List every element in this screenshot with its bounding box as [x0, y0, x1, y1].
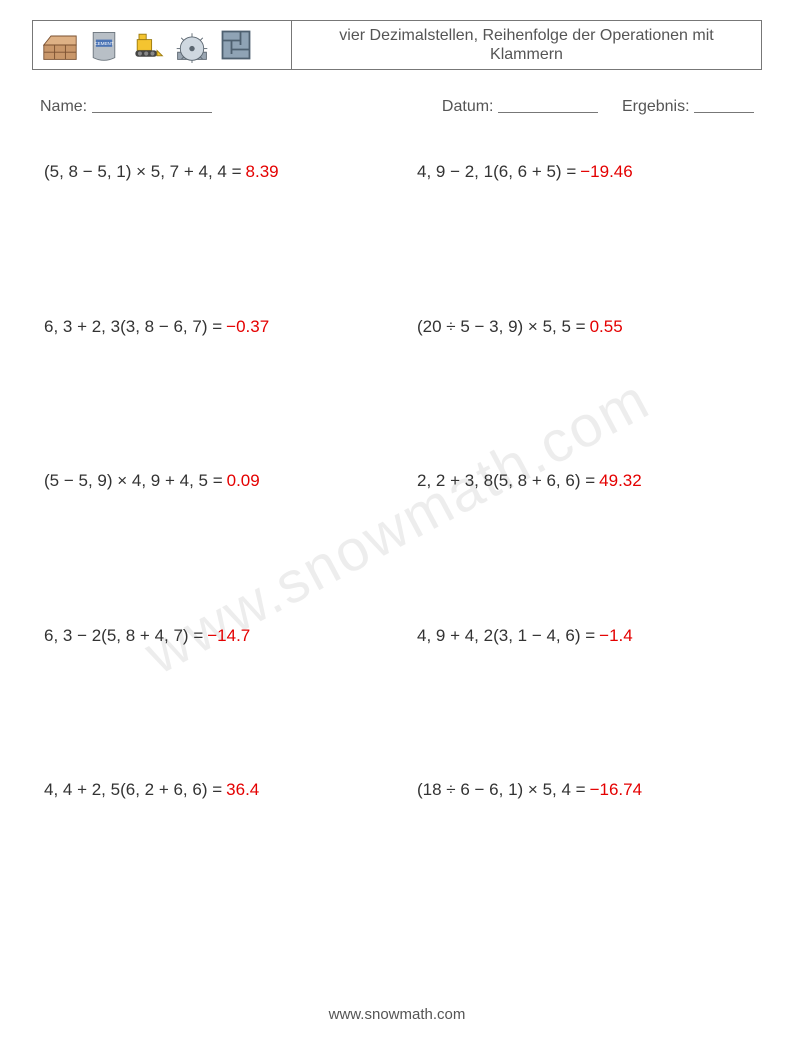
problem-answer: −0.37 [226, 317, 269, 337]
worksheet-page: www.snowmath.com CEMENT [0, 0, 794, 1053]
worksheet-title: vier Dezimalstellen, Reihenfolge der Ope… [292, 21, 761, 69]
maze-icon [217, 26, 255, 64]
problem-expression: (5 − 5, 9) × 4, 9 + 4, 5 = [44, 471, 223, 491]
bulldozer-icon [129, 26, 167, 64]
date-label-text: Datum: [442, 98, 494, 115]
sawblade-icon [173, 26, 211, 64]
problem-expression: 4, 9 + 4, 2(3, 1 − 4, 6) = [417, 626, 595, 646]
problem-answer: 49.32 [599, 471, 642, 491]
cement-bag-icon: CEMENT [85, 26, 123, 64]
problem-item: 2, 2 + 3, 8(5, 8 + 6, 6) = 49.32 [417, 469, 750, 624]
problem-item: 4, 9 + 4, 2(3, 1 − 4, 6) = −1.4 [417, 624, 750, 779]
result-label-text: Ergebnis: [622, 98, 690, 115]
header-icons: CEMENT [33, 21, 292, 69]
problem-expression: (20 ÷ 5 − 3, 9) × 5, 5 = [417, 317, 586, 337]
problem-expression: (5, 8 − 5, 1) × 5, 7 + 4, 4 = [44, 162, 242, 182]
footer-text: www.snowmath.com [329, 1006, 466, 1023]
problem-item: (5, 8 − 5, 1) × 5, 7 + 4, 4 = 8.39 [44, 160, 377, 315]
date-blank[interactable] [498, 96, 598, 113]
result-label: Ergebnis: [622, 94, 754, 116]
date-label: Datum: [442, 94, 598, 116]
name-label-text: Name: [40, 98, 87, 115]
meta-line: Name: Datum: Ergebnis: [40, 94, 754, 116]
problem-expression: 6, 3 + 2, 3(3, 8 − 6, 7) = [44, 317, 222, 337]
problem-expression: (18 ÷ 6 − 6, 1) × 5, 4 = [417, 780, 586, 800]
problem-answer: −19.46 [580, 162, 632, 182]
problem-item: 4, 9 − 2, 1(6, 6 + 5) = −19.46 [417, 160, 750, 315]
problem-item: 4, 4 + 2, 5(6, 2 + 6, 6) = 36.4 [44, 778, 377, 933]
problem-answer: 36.4 [226, 780, 259, 800]
name-blank[interactable] [92, 96, 212, 113]
problem-answer: 8.39 [246, 162, 279, 182]
header-box: CEMENT [32, 20, 762, 70]
problem-expression: 2, 2 + 3, 8(5, 8 + 6, 6) = [417, 471, 595, 491]
problem-answer: −14.7 [207, 626, 250, 646]
name-label: Name: [40, 94, 212, 116]
problem-item: 6, 3 − 2(5, 8 + 4, 7) = −14.7 [44, 624, 377, 779]
problem-answer: −16.74 [590, 780, 642, 800]
result-blank[interactable] [694, 96, 754, 113]
problem-item: (18 ÷ 6 − 6, 1) × 5, 4 = −16.74 [417, 778, 750, 933]
problem-expression: 6, 3 − 2(5, 8 + 4, 7) = [44, 626, 203, 646]
wood-icon [41, 26, 79, 64]
problem-expression: 4, 4 + 2, 5(6, 2 + 6, 6) = [44, 780, 222, 800]
problem-item: (5 − 5, 9) × 4, 9 + 4, 5 = 0.09 [44, 469, 377, 624]
footer: www.snowmath.com [0, 1006, 794, 1023]
problem-item: (20 ÷ 5 − 3, 9) × 5, 5 = 0.55 [417, 315, 750, 470]
problem-answer: 0.55 [590, 317, 623, 337]
problem-answer: 0.09 [227, 471, 260, 491]
problem-item: 6, 3 + 2, 3(3, 8 − 6, 7) = −0.37 [44, 315, 377, 470]
svg-text:CEMENT: CEMENT [95, 41, 114, 46]
problems-grid: (5, 8 − 5, 1) × 5, 7 + 4, 4 = 8.39 4, 9 … [44, 160, 750, 933]
problem-answer: −1.4 [599, 626, 633, 646]
meta-spacer [212, 94, 442, 116]
problem-expression: 4, 9 − 2, 1(6, 6 + 5) = [417, 162, 576, 182]
